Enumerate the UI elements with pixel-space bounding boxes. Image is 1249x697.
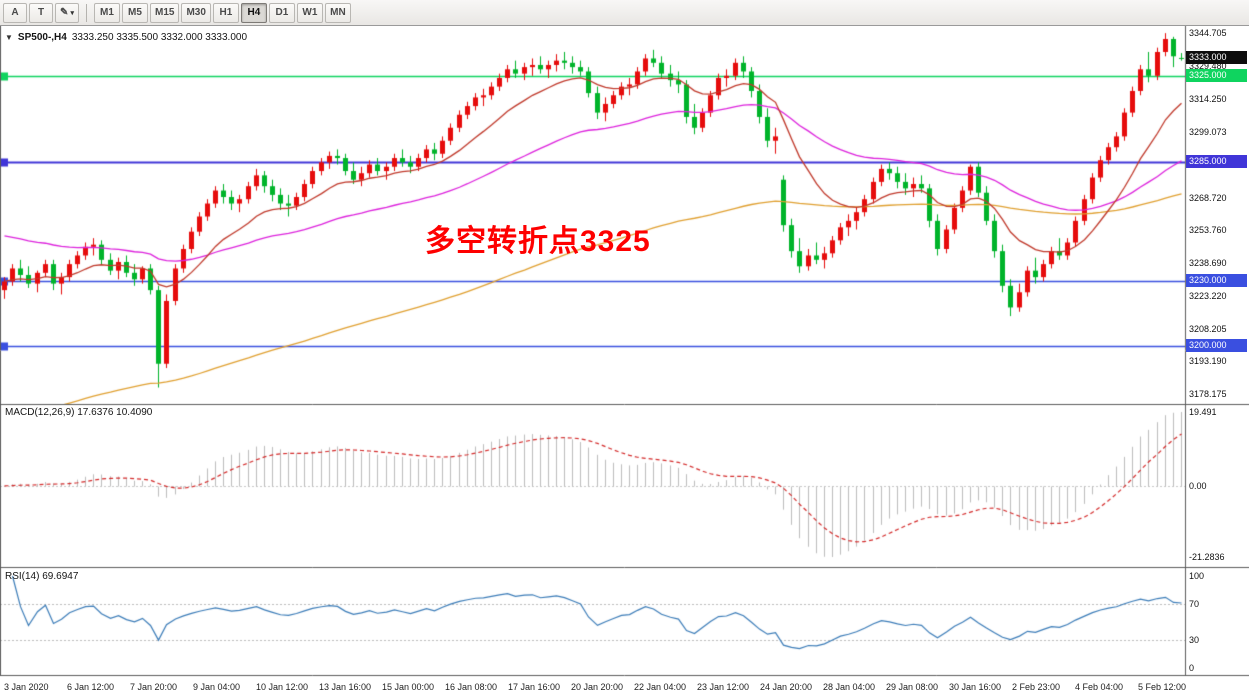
time-axis-label: 2 Feb 23:00 <box>1012 682 1061 692</box>
rsi-axis-label: 70 <box>1189 599 1200 609</box>
timeframe-m5[interactable]: M5 <box>122 2 148 23</box>
price-tick-label: 3253.760 <box>1189 225 1227 235</box>
rsi-axis-label: 100 <box>1189 571 1205 581</box>
rsi-label: RSI(14) 69.6947 <box>5 571 79 582</box>
arrow-tool-button[interactable]: A <box>3 2 27 23</box>
price-chart-canvas[interactable] <box>0 26 1249 697</box>
time-axis-label: 29 Jan 08:00 <box>886 682 939 692</box>
time-axis-label: 9 Jan 04:00 <box>193 682 241 692</box>
timeframe-m15[interactable]: M15 <box>150 2 180 23</box>
timeframe-d1[interactable]: D1 <box>268 2 295 23</box>
price-line-label[interactable]: 3285.000 <box>1186 155 1247 168</box>
price-tick-label: 3344.705 <box>1189 28 1227 38</box>
price-tick-label: 3299.073 <box>1189 127 1227 137</box>
time-axis-label: 10 Jan 12:00 <box>256 682 309 692</box>
price-tick-label: 3178.175 <box>1189 389 1227 399</box>
time-axis-label: 7 Jan 20:00 <box>130 682 178 692</box>
one-click-trading-icon[interactable]: ▼ <box>5 33 13 42</box>
draw-tool-button[interactable]: ✎ ▾ <box>55 2 79 23</box>
time-axis-label: 13 Jan 16:00 <box>319 682 372 692</box>
chart-header: ▼ SP500-,H4 3333.250 3335.500 3332.000 3… <box>5 32 247 43</box>
price-line-label[interactable]: 3200.000 <box>1186 339 1247 352</box>
price-tick-label: 3223.220 <box>1189 291 1227 301</box>
timeframe-w1[interactable]: W1 <box>296 2 323 23</box>
price-tick-label: 3329.480 <box>1189 61 1227 71</box>
time-axis-label: 23 Jan 12:00 <box>697 682 750 692</box>
annotation-text: 多空转折点3325 <box>425 225 651 258</box>
timeframe-m1[interactable]: M1 <box>94 2 120 23</box>
macd-axis-label: 0.00 <box>1189 481 1207 491</box>
toolbar-separator <box>86 3 87 22</box>
time-axis-label: 3 Jan 2020 <box>4 682 49 692</box>
price-tick-label: 3268.720 <box>1189 193 1227 203</box>
price-tick-label: 3193.190 <box>1189 356 1227 366</box>
time-axis-label: 4 Feb 04:00 <box>1075 682 1124 692</box>
chart-overlays: 3344.7053329.4803314.2503299.0733283.897… <box>0 26 1249 697</box>
rsi-axis-label: 0 <box>1189 663 1195 673</box>
time-axis-label: 22 Jan 04:00 <box>634 682 687 692</box>
rsi-axis-label: 30 <box>1189 635 1200 645</box>
time-axis-label: 6 Jan 12:00 <box>67 682 115 692</box>
timeframe-h4[interactable]: H4 <box>240 2 267 23</box>
price-tick-label: 3238.690 <box>1189 258 1227 268</box>
time-axis-label: 20 Jan 20:00 <box>571 682 624 692</box>
price-tick-label: 3208.205 <box>1189 324 1227 334</box>
time-axis-label: 28 Jan 04:00 <box>823 682 876 692</box>
ohlc-label: 3333.250 3335.500 3332.000 3333.000 <box>71 32 248 43</box>
time-axis-label: 24 Jan 20:00 <box>760 682 813 692</box>
price-line-label[interactable]: 3325.000 <box>1186 69 1247 82</box>
timeframe-mn[interactable]: MN <box>324 2 351 23</box>
time-axis-label: 17 Jan 16:00 <box>508 682 561 692</box>
time-axis-label: 15 Jan 00:00 <box>382 682 435 692</box>
chevron-down-icon: ▾ <box>70 9 74 17</box>
macd-axis-label: -21.2836 <box>1189 552 1225 562</box>
chart-area: 3344.7053329.4803314.2503299.0733283.897… <box>0 26 1249 697</box>
time-axis-label: 30 Jan 16:00 <box>949 682 1002 692</box>
symbol-label: SP500-,H4 <box>17 32 67 43</box>
time-axis-label: 16 Jan 08:00 <box>445 682 498 692</box>
price-line-label[interactable]: 3230.000 <box>1186 274 1247 287</box>
toolbar: A T ✎ ▾ M1 M5 M15 M30 H1 H4 D1 W1 MN <box>0 0 1249 26</box>
macd-axis-label: 19.491 <box>1189 407 1217 417</box>
timeframe-m30[interactable]: M30 <box>181 2 211 23</box>
text-tool-button[interactable]: T <box>29 2 53 23</box>
macd-label: MACD(12,26,9) 17.6376 10.4090 <box>5 407 153 418</box>
current-price-label: 3333.000 <box>1186 51 1247 64</box>
time-axis-label: 5 Feb 12:00 <box>1138 682 1187 692</box>
timeframe-h1[interactable]: H1 <box>212 2 239 23</box>
price-tick-label: 3314.250 <box>1189 94 1227 104</box>
pencil-icon: ✎ <box>60 7 69 18</box>
